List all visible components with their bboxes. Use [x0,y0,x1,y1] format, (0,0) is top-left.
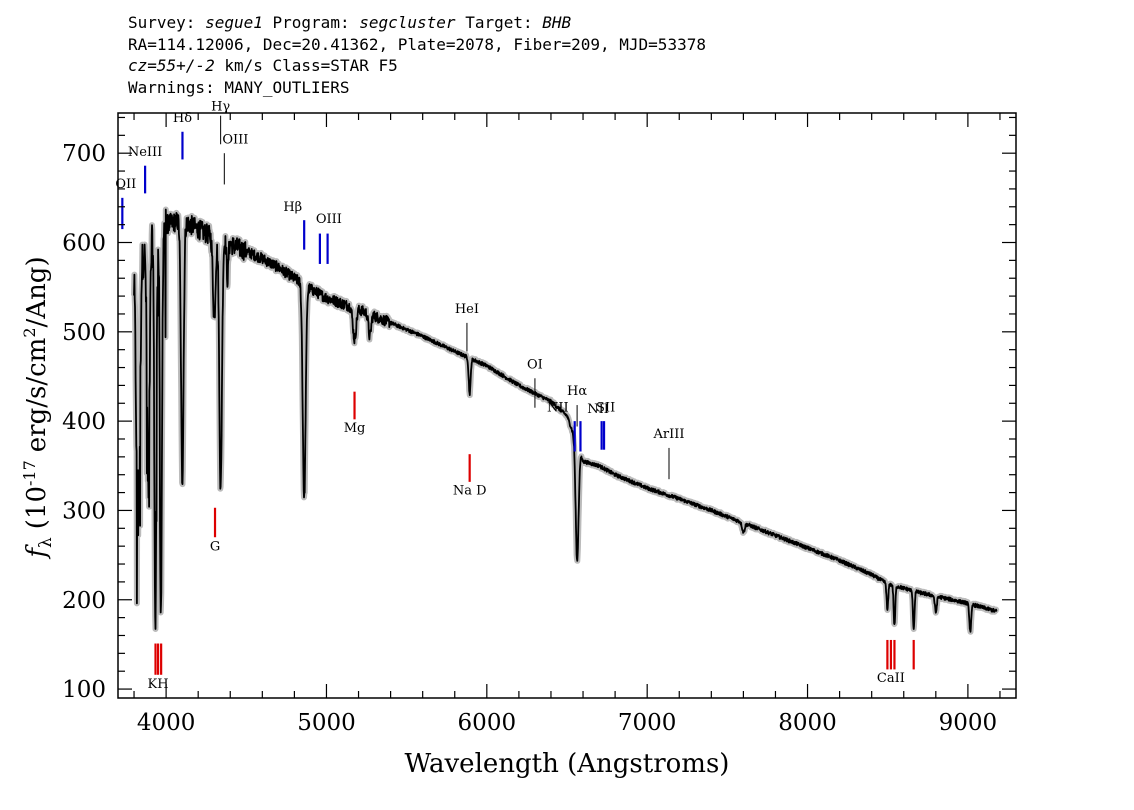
header-line-coordinates: RA=114.12006, Dec=20.41362, Plate=2078, … [128,34,706,54]
y-axis-title-close: /Ang) [22,256,52,327]
y-tick-label: 300 [62,498,106,524]
x-tick-label: 9000 [939,710,998,736]
flux-error-band [131,206,1000,635]
line-label-8: HeI [455,302,479,317]
survey-label: Survey: [128,13,196,32]
line-label-19: KH [148,677,169,692]
y-axis-title-exp1: -17 [20,460,39,486]
x-tick-label: 5000 [297,710,356,736]
x-axis-title: Wavelength (Angstroms) [405,749,730,779]
y-axis-title-open: (10 [22,486,52,529]
line-label-5: Hβ [283,200,302,215]
line-label-15: ArIII [652,427,684,442]
y-axis-title-units: erg/s/cm [22,338,52,453]
error-band-layer [131,206,1000,635]
line-label-18: G [210,540,220,555]
line-label-2: Hδ [173,111,192,126]
line-label-14: NII [587,402,609,417]
y-tick-label: 200 [62,588,106,614]
header-line-warnings: Warnings: MANY_OUTLIERS [128,77,350,97]
target-label: Target: [465,13,533,32]
line-label-6: OIII [316,212,342,227]
line-label-10: NII [547,400,569,415]
ticks-layer: 4000 5000 6000 7000 8000 9000 100 200 300 400 500 6… [62,113,1016,736]
plot-frame [117,112,1017,699]
header-line-survey: Survey: segue1 Program: segcluster Targe… [128,12,1028,34]
x-tick-label: 8000 [778,710,837,736]
line-markers-layer: OIINeIIIHδHγOIIIHβOIIIHeIOINIIHαSIINIIAr… [115,99,915,692]
line-label-17: Na D [453,483,487,498]
y-axis-title-subscript: λ [36,537,56,548]
header-line-redshift: cz=55+/-2 km/s Class=STAR F5 [128,55,1028,77]
y-tick-label: 400 [62,409,106,435]
x-tick-label: 4000 [137,710,196,736]
y-axis-title: fλ(10-17erg/s/cm2/Ang) [20,256,56,559]
redshift-class: km/s Class=STAR F5 [224,56,398,75]
spectrum-header: Survey: segue1 Program: segcluster Targe… [128,12,1028,98]
line-label-3: Hγ [211,99,230,114]
x-tick-label: 7000 [618,710,677,736]
x-tick-label: 6000 [458,710,517,736]
line-label-13: SII [596,400,615,415]
line-label-9: OI [527,357,543,372]
y-tick-label: 100 [62,677,106,703]
line-label-11: Hα [567,384,587,399]
spectrum-layer [133,208,998,633]
program-label: Program: [272,13,350,32]
line-label-0: OII [115,177,136,192]
target-value: BHB [542,13,572,32]
survey-value: segue1 [205,13,263,32]
y-tick-label: 500 [62,320,106,346]
flux-spectrum-line [133,208,998,633]
y-tick-label: 700 [62,141,106,167]
program-value: segcluster [359,13,456,32]
redshift-value: cz=55+/-2 [128,56,215,75]
y-axis-title-exp2: 2 [20,327,39,337]
line-label-4: OIII [222,132,248,147]
line-label-22: CaII [877,671,905,686]
line-label-16: Mg [344,421,366,436]
line-label-1: NeIII [128,145,162,160]
y-tick-label: 600 [62,231,106,257]
